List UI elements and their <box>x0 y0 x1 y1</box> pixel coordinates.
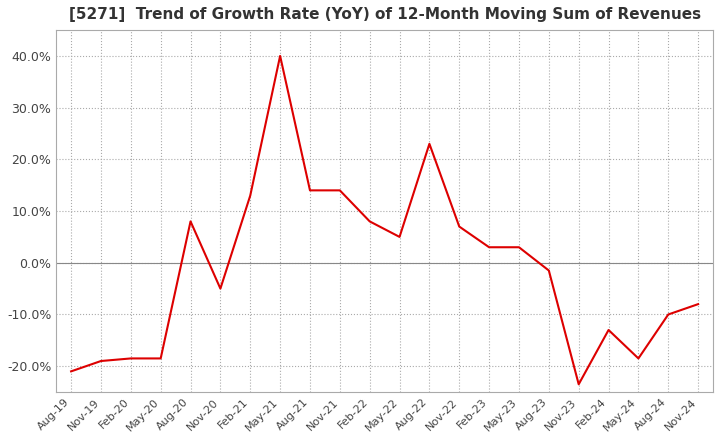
Title: [5271]  Trend of Growth Rate (YoY) of 12-Month Moving Sum of Revenues: [5271] Trend of Growth Rate (YoY) of 12-… <box>68 7 701 22</box>
